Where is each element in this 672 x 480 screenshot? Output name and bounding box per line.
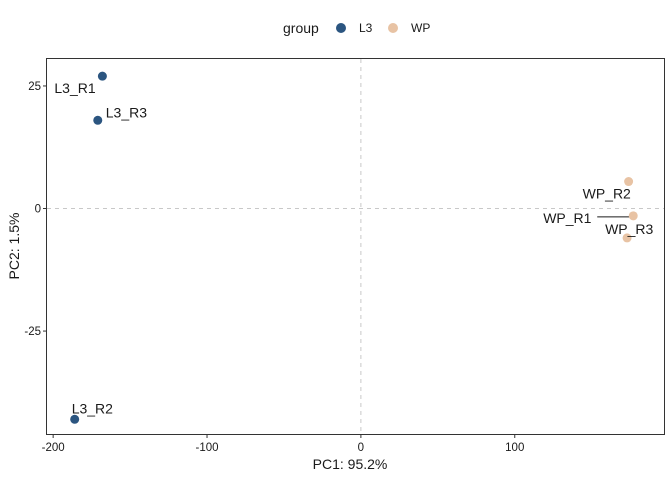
- x-tick-label: -200: [42, 442, 65, 454]
- x-tick-label: 100: [505, 442, 524, 454]
- point-label-wp-r3: WP_R3: [605, 221, 653, 237]
- x-tick-label: -100: [196, 442, 219, 454]
- x-tick-label: 0: [358, 442, 364, 454]
- point-label-l3-r3: L3_R3: [106, 104, 147, 120]
- y-axis-title: PC2: 1.5%: [6, 213, 22, 280]
- legend-key-wp: [388, 23, 398, 33]
- data-point-wp-r3: [622, 233, 632, 243]
- point-label-l3-r2: L3_R2: [72, 400, 113, 416]
- data-point-l3-r3: [93, 115, 103, 125]
- plot-panel: [46, 58, 665, 435]
- legend-key-l3: [336, 23, 346, 33]
- y-tick-label: 25: [28, 81, 41, 93]
- x-axis: -200 -100 0 100: [42, 434, 524, 454]
- y-tick-label: 0: [35, 204, 41, 216]
- data-point-wp-r1: [628, 211, 638, 221]
- data-point-wp-r2: [624, 177, 634, 187]
- y-tick-label: -25: [24, 326, 41, 338]
- data-points: [70, 71, 638, 424]
- point-label-l3-r1: L3_R1: [54, 80, 95, 96]
- data-point-l3-r1: [97, 71, 107, 81]
- point-labels: L3_R1 L3_R3 L3_R2 WP_R2 WP_R1 WP_R3: [54, 80, 653, 416]
- legend-title: group: [283, 20, 319, 36]
- legend-label-wp: WP: [411, 21, 430, 35]
- y-axis: 25 0 -25: [24, 81, 47, 338]
- legend: group L3 WP: [283, 20, 430, 36]
- data-point-l3-r2: [70, 414, 80, 424]
- legend-label-l3: L3: [359, 21, 373, 35]
- x-axis-title: PC1: 95.2%: [313, 456, 388, 472]
- point-label-wp-r2: WP_R2: [583, 186, 631, 202]
- point-label-wp-r1: WP_R1: [543, 210, 591, 226]
